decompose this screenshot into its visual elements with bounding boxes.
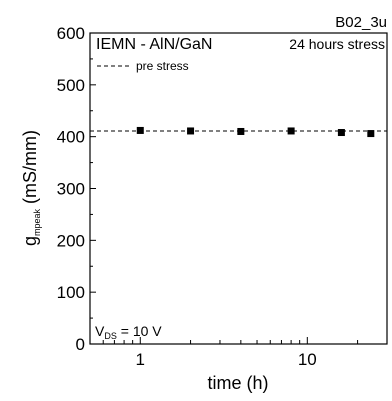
y-tick-label-300: 300 bbox=[57, 180, 85, 199]
x-tick-label-1: 1 bbox=[136, 350, 145, 369]
data-point-0-5 bbox=[367, 130, 375, 138]
data-points bbox=[136, 126, 375, 138]
data-point-0-1 bbox=[187, 127, 195, 135]
y-axis-title: gmpeak (mS/mm) bbox=[20, 130, 42, 246]
data-point-0-0 bbox=[136, 126, 144, 134]
y-axis-ticks: 0 100 200 300 400 500 600 bbox=[57, 24, 96, 354]
y-tick-label-400: 400 bbox=[57, 128, 85, 147]
data-point-0-3 bbox=[287, 127, 295, 135]
y-tick-label-100: 100 bbox=[57, 283, 85, 302]
data-point-0-2 bbox=[237, 127, 245, 135]
data-point-0-4 bbox=[337, 129, 345, 137]
y-tick-label-200: 200 bbox=[57, 231, 85, 250]
x-axis-title: time (h) bbox=[207, 373, 268, 393]
legend-label: pre stress bbox=[136, 59, 189, 73]
y-tick-label-0: 0 bbox=[76, 335, 85, 354]
y-axis-title-sub: mpeak bbox=[32, 208, 42, 236]
chart-title: IEMN - AlN/GaN bbox=[96, 36, 212, 53]
vds-annotation-rest: = 10 V bbox=[117, 323, 162, 339]
y-tick-label-500: 500 bbox=[57, 76, 85, 95]
corner-label: B02_3u bbox=[335, 14, 387, 31]
plot-frame bbox=[89, 32, 388, 345]
y-axis-title-unit: (mS/mm) bbox=[20, 130, 40, 209]
x-tick-label-10: 10 bbox=[298, 350, 317, 369]
y-tick-label-600: 600 bbox=[57, 24, 85, 43]
vds-annotation-sub: DS bbox=[104, 331, 117, 341]
y-axis-title-main: g bbox=[20, 236, 40, 246]
vds-annotation-main: V bbox=[95, 323, 105, 339]
vds-annotation: VDS = 10 V bbox=[95, 323, 162, 341]
stress-label: 24 hours stress bbox=[289, 36, 385, 52]
x-axis-ticks: 1 10 bbox=[102, 337, 359, 369]
